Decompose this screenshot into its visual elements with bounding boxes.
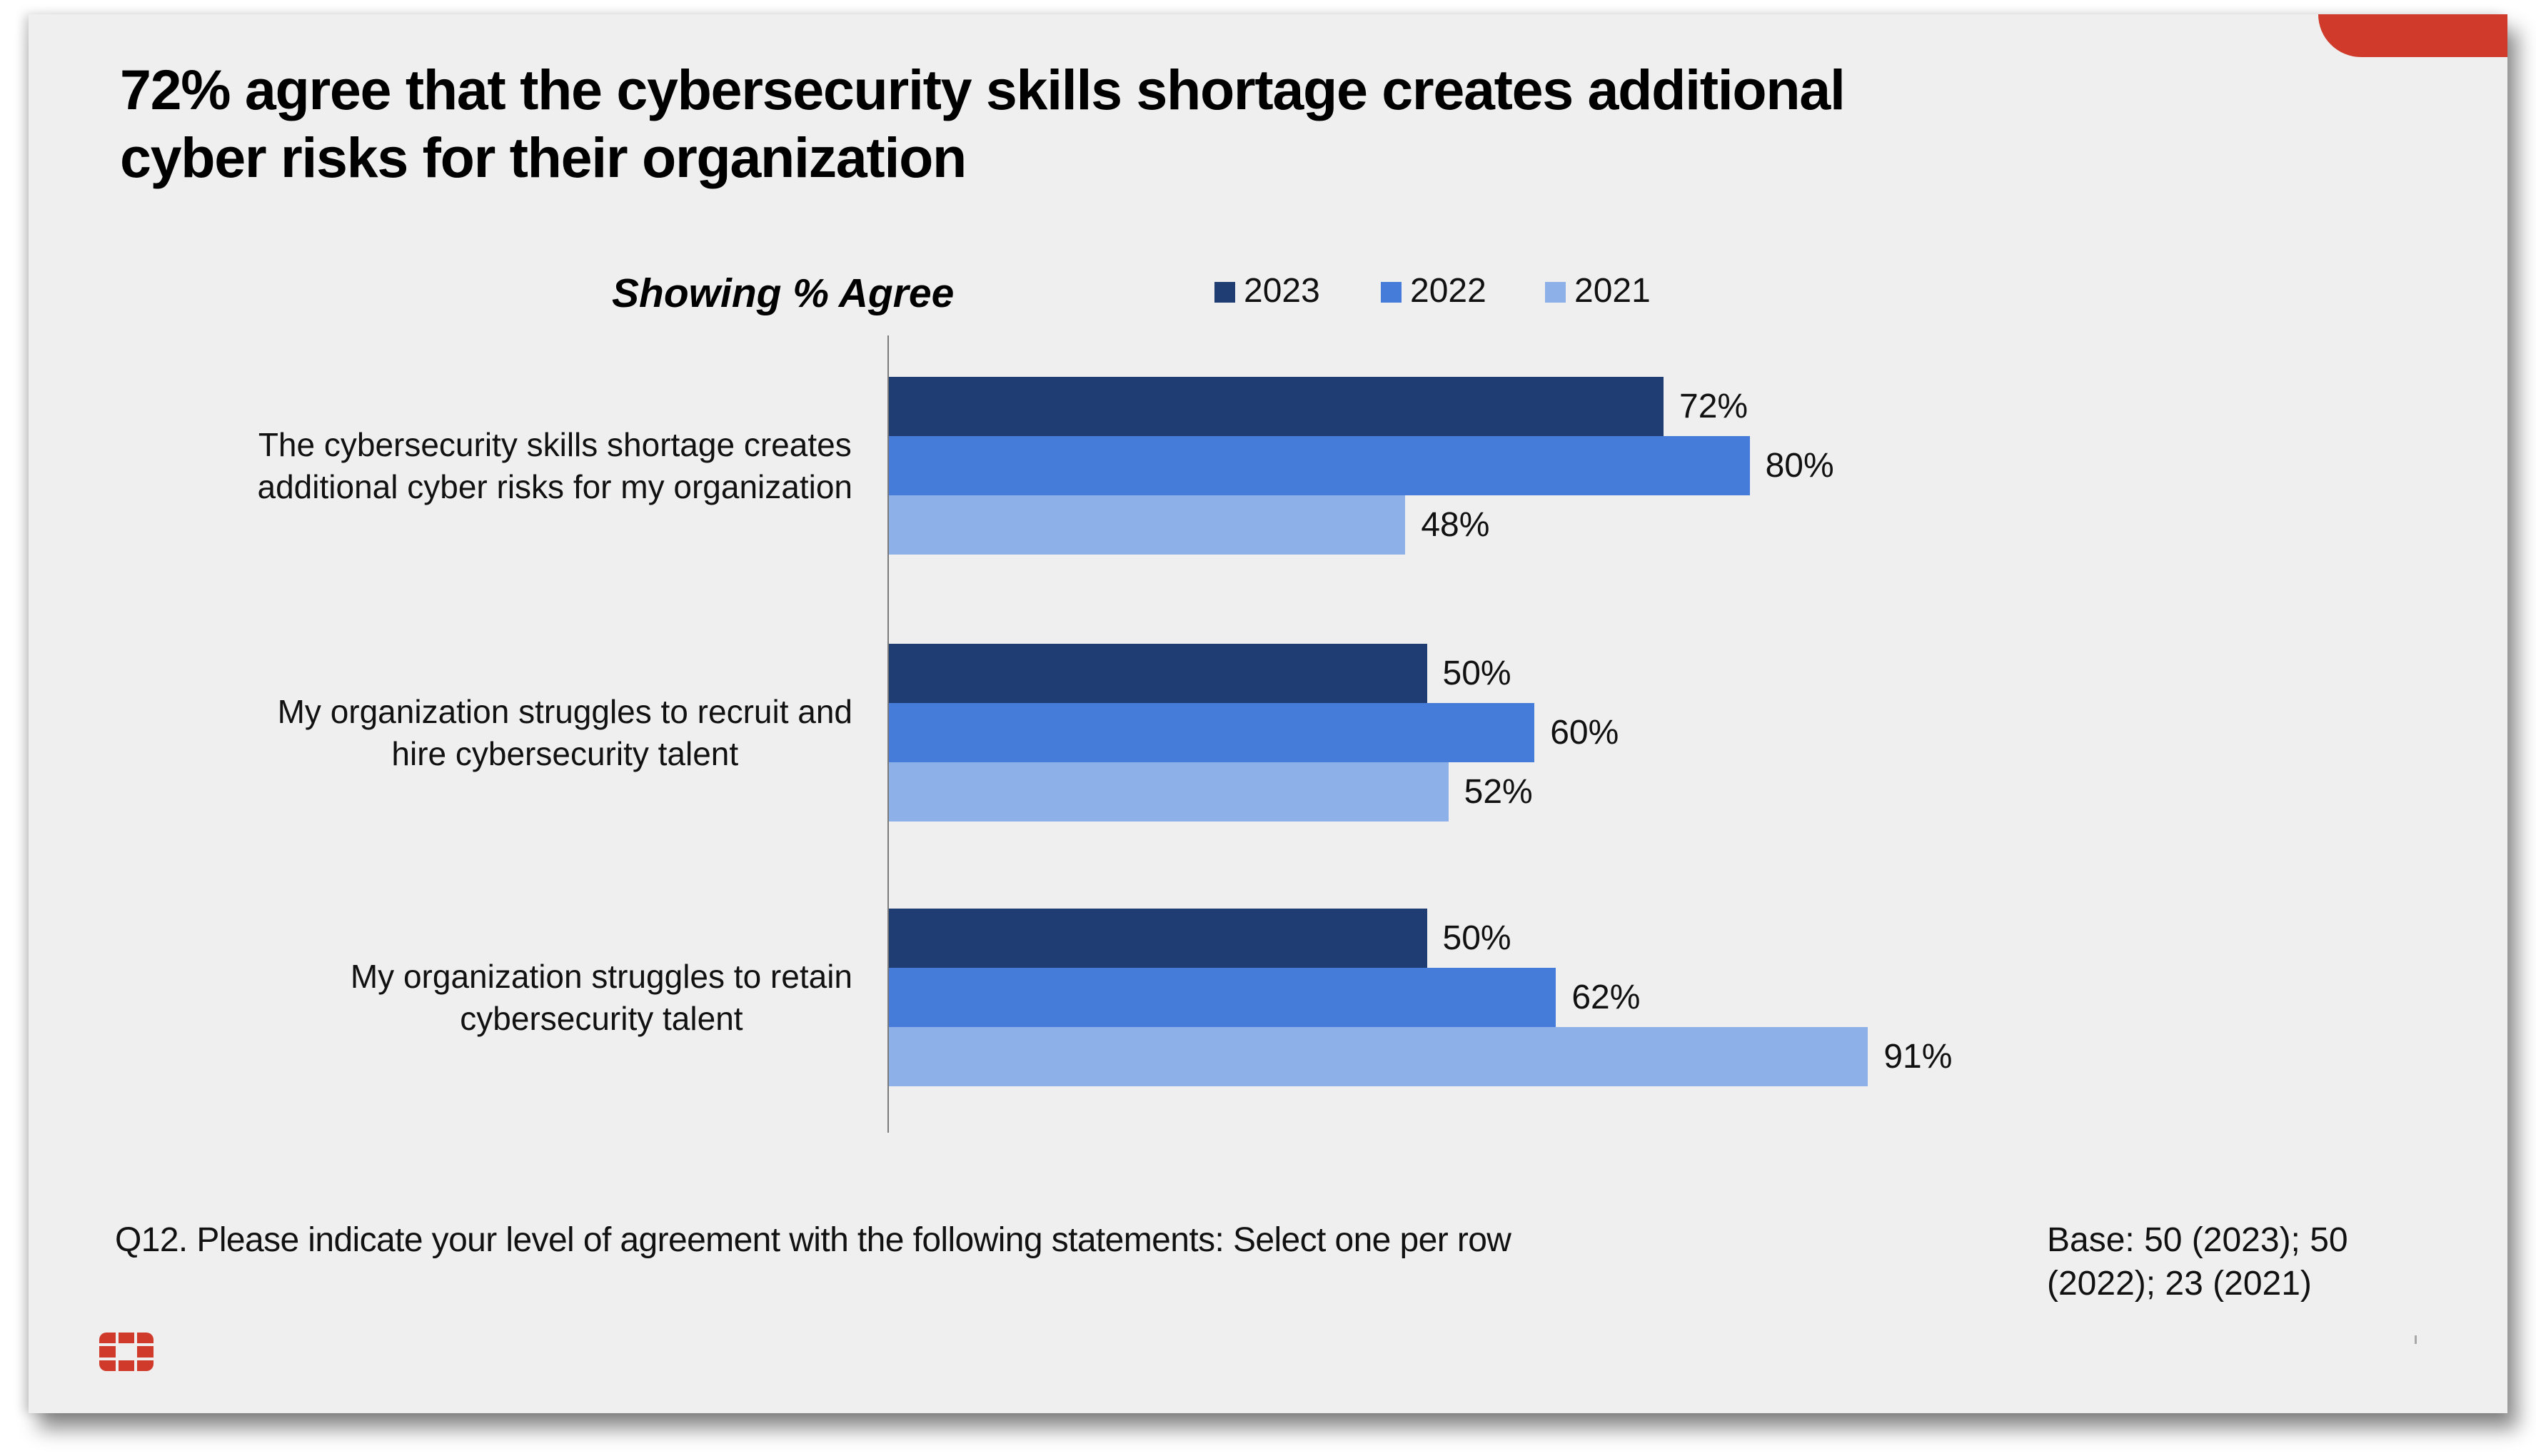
- category-label-line: My organization struggles to retain: [350, 957, 852, 995]
- category-label: My organization struggles to recruit and…: [278, 691, 852, 775]
- data-label-2022: 60%: [1550, 713, 1619, 752]
- data-label-2023: 72%: [1679, 387, 1748, 425]
- chart-subtitle: Showing % Agree: [612, 271, 955, 316]
- logo-cell: [99, 1333, 116, 1344]
- category-label-line: hire cybersecurity talent: [391, 734, 739, 772]
- slide: 72% agree that the cybersecurity skills …: [29, 14, 2507, 1413]
- category-label-line: My organization struggles to recruit and: [277, 692, 852, 730]
- category-label: The cybersecurity skills shortage create…: [258, 424, 852, 508]
- legend-label-2023: 2023: [1244, 272, 1320, 310]
- category-axis-line: [887, 335, 889, 1133]
- bar-2021: [889, 1027, 1868, 1086]
- data-label-2022: 80%: [1765, 446, 1834, 485]
- category-label: My organization struggles to retain cyber…: [351, 956, 852, 1040]
- slide-title-line-1: 72% agree that the cybersecurity skills …: [120, 58, 1846, 121]
- legend-swatch-2023: [1214, 282, 1235, 303]
- bar-2022: [889, 968, 1556, 1027]
- logo-cell: [118, 1360, 135, 1371]
- data-label-2022: 62%: [1571, 978, 1641, 1016]
- bar-2023: [889, 377, 1664, 436]
- page-number-mark: [2415, 1335, 2417, 1344]
- legend-label-2022: 2022: [1410, 272, 1486, 310]
- legend-swatch-2021: [1545, 282, 1566, 303]
- slide-title: 72% agree that the cybersecurity skills …: [120, 56, 2262, 191]
- bar-2021: [889, 495, 1406, 555]
- logo-cell: [137, 1346, 154, 1358]
- category-label-line: The cybersecurity skills shortage create…: [258, 425, 852, 463]
- logo-cell: [99, 1346, 116, 1358]
- fortinet-logo-icon: [99, 1333, 154, 1371]
- data-label-2021: 48%: [1421, 505, 1490, 544]
- red-accent-tab: [2318, 14, 2507, 57]
- survey-question-footnote: Q12. Please indicate your level of agree…: [115, 1221, 1511, 1259]
- logo-cell: [118, 1333, 135, 1344]
- data-label-2023: 50%: [1442, 654, 1511, 692]
- bar-2022: [889, 436, 1750, 495]
- category-label-line: cybersecurity talent: [460, 999, 743, 1037]
- legend-swatch-2022: [1381, 282, 1402, 303]
- category-label-line: additional cyber risks for my organizati…: [257, 467, 852, 505]
- sample-base-footnote: Base: 50 (2023); 50 (2022); 23 (2021): [2047, 1221, 2348, 1303]
- bar-2022: [889, 703, 1535, 762]
- logo-cell: [99, 1360, 116, 1371]
- logo-cell: [137, 1360, 154, 1371]
- legend-label-2021: 2021: [1574, 272, 1651, 310]
- bar-2023: [889, 644, 1427, 703]
- bar-2021: [889, 762, 1449, 821]
- data-label-2023: 50%: [1442, 919, 1511, 957]
- slide-title-line-2: cyber risks for their organization: [120, 126, 967, 189]
- logo-cell-empty: [119, 1346, 135, 1357]
- data-label-2021: 52%: [1464, 772, 1533, 811]
- data-label-2021: 91%: [1883, 1037, 1953, 1076]
- logo-cell: [137, 1333, 154, 1344]
- bar-2023: [889, 909, 1427, 968]
